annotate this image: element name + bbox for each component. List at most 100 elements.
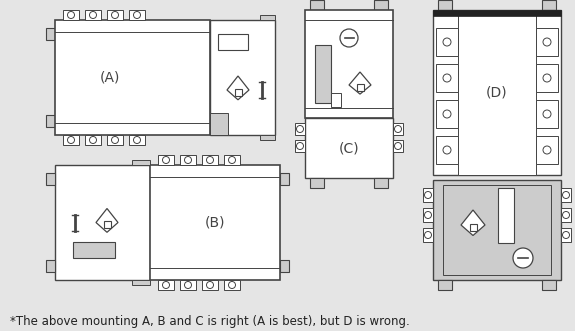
Bar [46, 28, 55, 40]
Circle shape [67, 12, 75, 19]
Bar [224, 280, 240, 290]
Circle shape [297, 125, 304, 132]
Bar [202, 155, 218, 165]
Circle shape [543, 74, 551, 82]
Bar [423, 228, 433, 242]
Bar [46, 260, 55, 272]
Bar [55, 20, 210, 135]
Bar [315, 45, 331, 103]
Bar [104, 221, 110, 228]
Circle shape [394, 143, 401, 150]
Text: (C): (C) [339, 141, 359, 155]
Bar [260, 135, 275, 140]
Bar [107, 135, 123, 145]
Bar [305, 118, 393, 178]
Bar [85, 135, 101, 145]
Bar [436, 28, 458, 56]
Bar [295, 123, 305, 135]
Bar [536, 28, 558, 56]
Circle shape [424, 212, 431, 218]
Circle shape [297, 143, 304, 150]
Circle shape [443, 38, 451, 46]
Bar [561, 228, 571, 242]
Polygon shape [227, 76, 249, 100]
Bar [235, 88, 242, 96]
Bar [536, 136, 558, 164]
Bar [210, 20, 275, 135]
Bar [210, 113, 228, 135]
Bar [438, 280, 452, 290]
Bar [218, 34, 248, 50]
Bar [443, 185, 551, 275]
Bar [436, 100, 458, 128]
Bar [107, 10, 123, 20]
Bar [295, 140, 305, 152]
Bar [470, 223, 477, 230]
Circle shape [424, 192, 431, 199]
Circle shape [133, 12, 140, 19]
Circle shape [543, 38, 551, 46]
Bar [374, 0, 388, 10]
Circle shape [90, 12, 97, 19]
Circle shape [185, 157, 191, 164]
Circle shape [163, 281, 170, 289]
Bar [433, 10, 561, 175]
Circle shape [185, 281, 191, 289]
Bar [63, 10, 79, 20]
Bar [310, 178, 324, 188]
Text: (B): (B) [205, 215, 225, 229]
Circle shape [394, 125, 401, 132]
Circle shape [562, 212, 569, 218]
Bar [561, 188, 571, 202]
Bar [356, 83, 363, 90]
Circle shape [206, 157, 213, 164]
Bar [63, 135, 79, 145]
Bar [423, 188, 433, 202]
Bar [150, 165, 280, 280]
Circle shape [543, 146, 551, 154]
Bar [129, 135, 145, 145]
Bar [542, 0, 556, 10]
Bar [132, 280, 150, 285]
Bar [393, 123, 403, 135]
Bar [542, 280, 556, 290]
Circle shape [443, 110, 451, 118]
Bar [55, 165, 150, 280]
Circle shape [424, 231, 431, 239]
Bar [433, 10, 561, 16]
Bar [536, 64, 558, 92]
Circle shape [163, 157, 170, 164]
Bar [436, 136, 458, 164]
Bar [260, 15, 275, 20]
Circle shape [562, 192, 569, 199]
Bar [129, 10, 145, 20]
Circle shape [133, 136, 140, 144]
Bar [210, 28, 219, 40]
Bar [180, 280, 196, 290]
Circle shape [443, 74, 451, 82]
Circle shape [513, 248, 533, 268]
Bar [393, 140, 403, 152]
Bar [331, 93, 341, 107]
Text: *The above mounting A, B and C is right (A is best), but D is wrong.: *The above mounting A, B and C is right … [10, 315, 410, 328]
Bar [85, 10, 101, 20]
Circle shape [562, 231, 569, 239]
Bar [180, 155, 196, 165]
Text: (D): (D) [486, 85, 508, 100]
Bar [202, 280, 218, 290]
Bar [561, 208, 571, 222]
Circle shape [112, 136, 118, 144]
Circle shape [67, 136, 75, 144]
Bar [423, 208, 433, 222]
Circle shape [543, 110, 551, 118]
Polygon shape [349, 72, 371, 94]
Bar [132, 160, 150, 165]
Bar [536, 100, 558, 128]
Bar [433, 180, 561, 280]
Polygon shape [96, 209, 118, 232]
Polygon shape [461, 210, 485, 235]
Bar [280, 260, 289, 272]
Circle shape [112, 12, 118, 19]
Bar [280, 173, 289, 185]
Circle shape [228, 281, 236, 289]
